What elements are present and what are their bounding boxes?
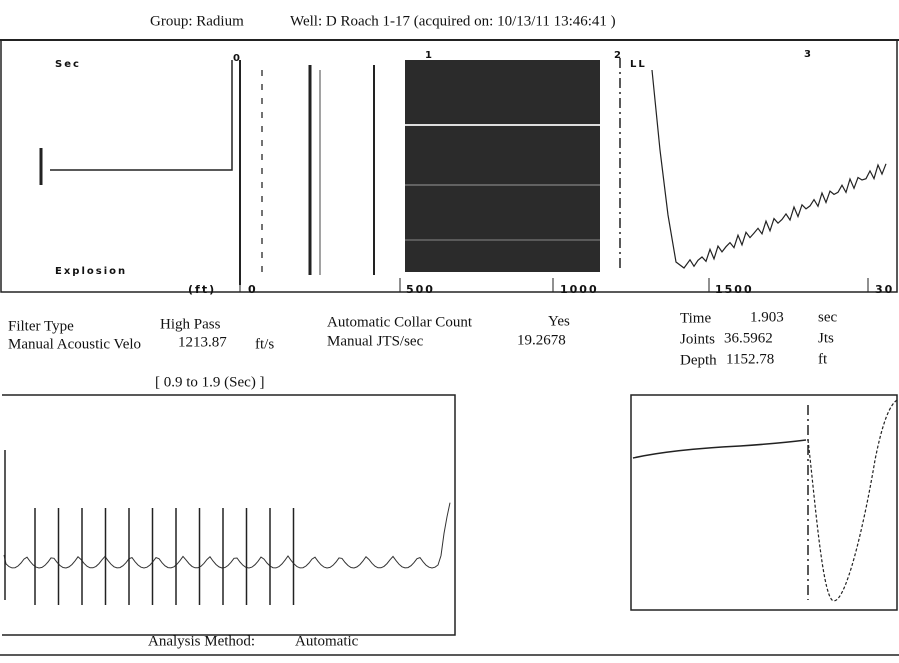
setting-value: 19.2678	[517, 332, 566, 348]
zoom-panel	[630, 394, 898, 611]
x-label: 0	[248, 283, 258, 296]
result-unit: ft	[818, 351, 828, 367]
x-label: 1500	[715, 283, 754, 296]
source-label: Explosion	[55, 266, 127, 277]
setting-label: Manual Acoustic Velo	[8, 336, 141, 352]
setting-label: Filter Type	[8, 318, 74, 334]
footer-value: Automatic	[295, 633, 359, 649]
waveform	[39, 58, 887, 292]
result-label: Depth	[680, 352, 717, 368]
result-label: Joints	[680, 331, 715, 347]
marker-label: LL	[630, 59, 647, 70]
setting-label: Manual JTS/sec	[327, 333, 424, 349]
marker-label: 0	[233, 53, 242, 64]
result-label: Time	[680, 310, 711, 326]
well: Well: D Roach 1-17 (acquired on: 10/13/1…	[290, 13, 616, 29]
main-panel	[0, 39, 898, 293]
collar-spikes	[4, 450, 295, 605]
group: Group: Radium	[150, 13, 244, 29]
zoom-curve	[807, 399, 898, 602]
window-label: [ 0.9 to 1.9 (Sec) ]	[155, 374, 265, 390]
x-label: 1000	[560, 283, 599, 296]
setting-unit: ft/s	[255, 336, 274, 352]
setting-value: 1213.87	[178, 334, 227, 350]
setting-value: High Pass	[160, 316, 221, 332]
y-label: Sec	[55, 59, 81, 70]
result-value: 1.903	[750, 309, 784, 325]
x-label: 30	[875, 283, 894, 296]
marker-label: 1	[425, 50, 434, 61]
result-value: 36.5962	[724, 330, 773, 346]
analysis-panel	[2, 394, 456, 636]
marker-label: 2	[614, 50, 623, 61]
setting-label: Automatic Collar Count	[327, 314, 473, 330]
x-label: 500	[406, 283, 435, 296]
setting-value: Yes	[548, 313, 570, 329]
response-curve	[651, 69, 887, 269]
analysis-trace	[3, 502, 451, 569]
x-unit: (ft)	[188, 283, 216, 296]
result-unit: sec	[818, 309, 837, 325]
noise-block	[405, 60, 600, 272]
result-unit: Jts	[818, 330, 834, 346]
result-value: 1152.78	[726, 351, 774, 367]
footer-label: Analysis Method:	[148, 633, 255, 649]
pre-trace	[50, 60, 233, 171]
marker-label: 3	[804, 49, 813, 60]
zoom-trace	[632, 439, 807, 459]
